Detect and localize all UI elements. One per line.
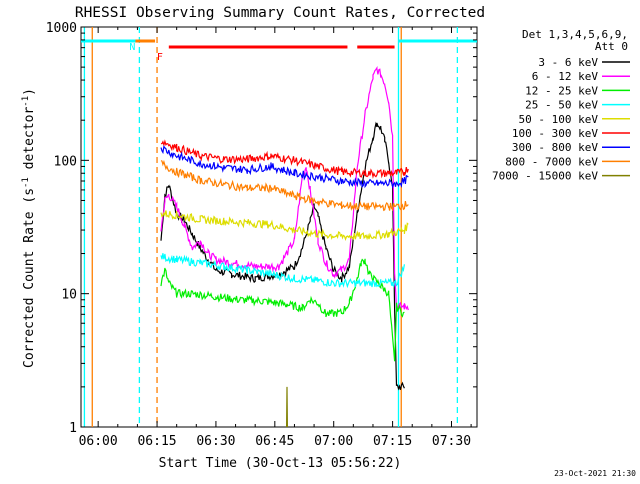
x-tick-label-3: 06:45 <box>255 434 294 449</box>
flag-label-f: F <box>157 52 163 63</box>
legend-label-5: 100 - 300 keV <box>512 127 598 140</box>
y-axis-label-sup2: -1 <box>21 96 31 107</box>
series-line-5 <box>160 139 409 179</box>
y-tick-label-1: 10 <box>61 288 77 303</box>
y-axis-label: Corrected Count Rate (s-1 detector-1) <box>21 88 37 368</box>
legend-label-6: 300 - 800 keV <box>512 141 598 154</box>
legend-label-0: 3 - 6 keV <box>538 56 598 69</box>
series-line-1 <box>160 66 409 313</box>
y-axis-label-main: Corrected Count Rate (s <box>22 188 37 368</box>
x-tick-label-0: 06:00 <box>79 434 118 449</box>
flag-label-n: N <box>129 42 135 53</box>
y-tick-label-3: 1000 <box>46 21 77 36</box>
x-tick-label-5: 07:15 <box>373 434 412 449</box>
legend-label-3: 25 - 50 keV <box>525 99 598 112</box>
series-line-0 <box>160 121 405 391</box>
x-tick-label-2: 06:30 <box>196 434 235 449</box>
y-axis-label-sup1: -1 <box>21 177 31 188</box>
chart-title: RHESSI Observing Summary Count Rates, Co… <box>75 5 485 21</box>
series-line-8 <box>286 386 288 428</box>
x-axis-label: Start Time (30-Oct-13 05:56:22) <box>159 456 402 471</box>
legend-header-1: Att 0 <box>595 40 628 53</box>
x-tick-label-6: 07:30 <box>432 434 471 449</box>
series-line-4 <box>160 210 409 241</box>
legend-header-0: Det 1,3,4,5,6,9, <box>522 28 628 41</box>
legend-label-7: 800 - 7000 keV <box>505 155 598 168</box>
plot-border <box>80 26 478 428</box>
flag-bars: NF <box>81 39 477 63</box>
x-tick-label-4: 07:00 <box>314 434 353 449</box>
y-tick-label-2: 100 <box>54 154 77 169</box>
y-tick-label-0: 1 <box>69 421 77 436</box>
axes: 06:00 06:15 06:30 06:45 07:00 07:15 07:30 1 10 10… <box>46 21 477 449</box>
series-line-3 <box>160 253 405 289</box>
x-tick-label-1: 06:15 <box>137 434 176 449</box>
legend-label-8: 7000 - 15000 keV <box>492 170 598 183</box>
plot-frame <box>80 26 478 428</box>
series-line-7 <box>160 159 409 212</box>
series-line-6 <box>160 145 409 189</box>
y-axis-label-mid: detector <box>22 107 37 178</box>
legend-label-4: 50 - 100 keV <box>519 113 599 126</box>
y-axis-label-end: ) <box>22 88 37 96</box>
vertical-markers <box>83 27 459 427</box>
footer-date: 23-Oct-2021 21:30 <box>554 469 636 478</box>
legend-label-1: 6 - 12 keV <box>532 70 599 83</box>
series-lines <box>160 66 409 428</box>
legend-label-2: 12 - 25 keV <box>525 84 598 97</box>
series-line-2 <box>160 258 405 362</box>
